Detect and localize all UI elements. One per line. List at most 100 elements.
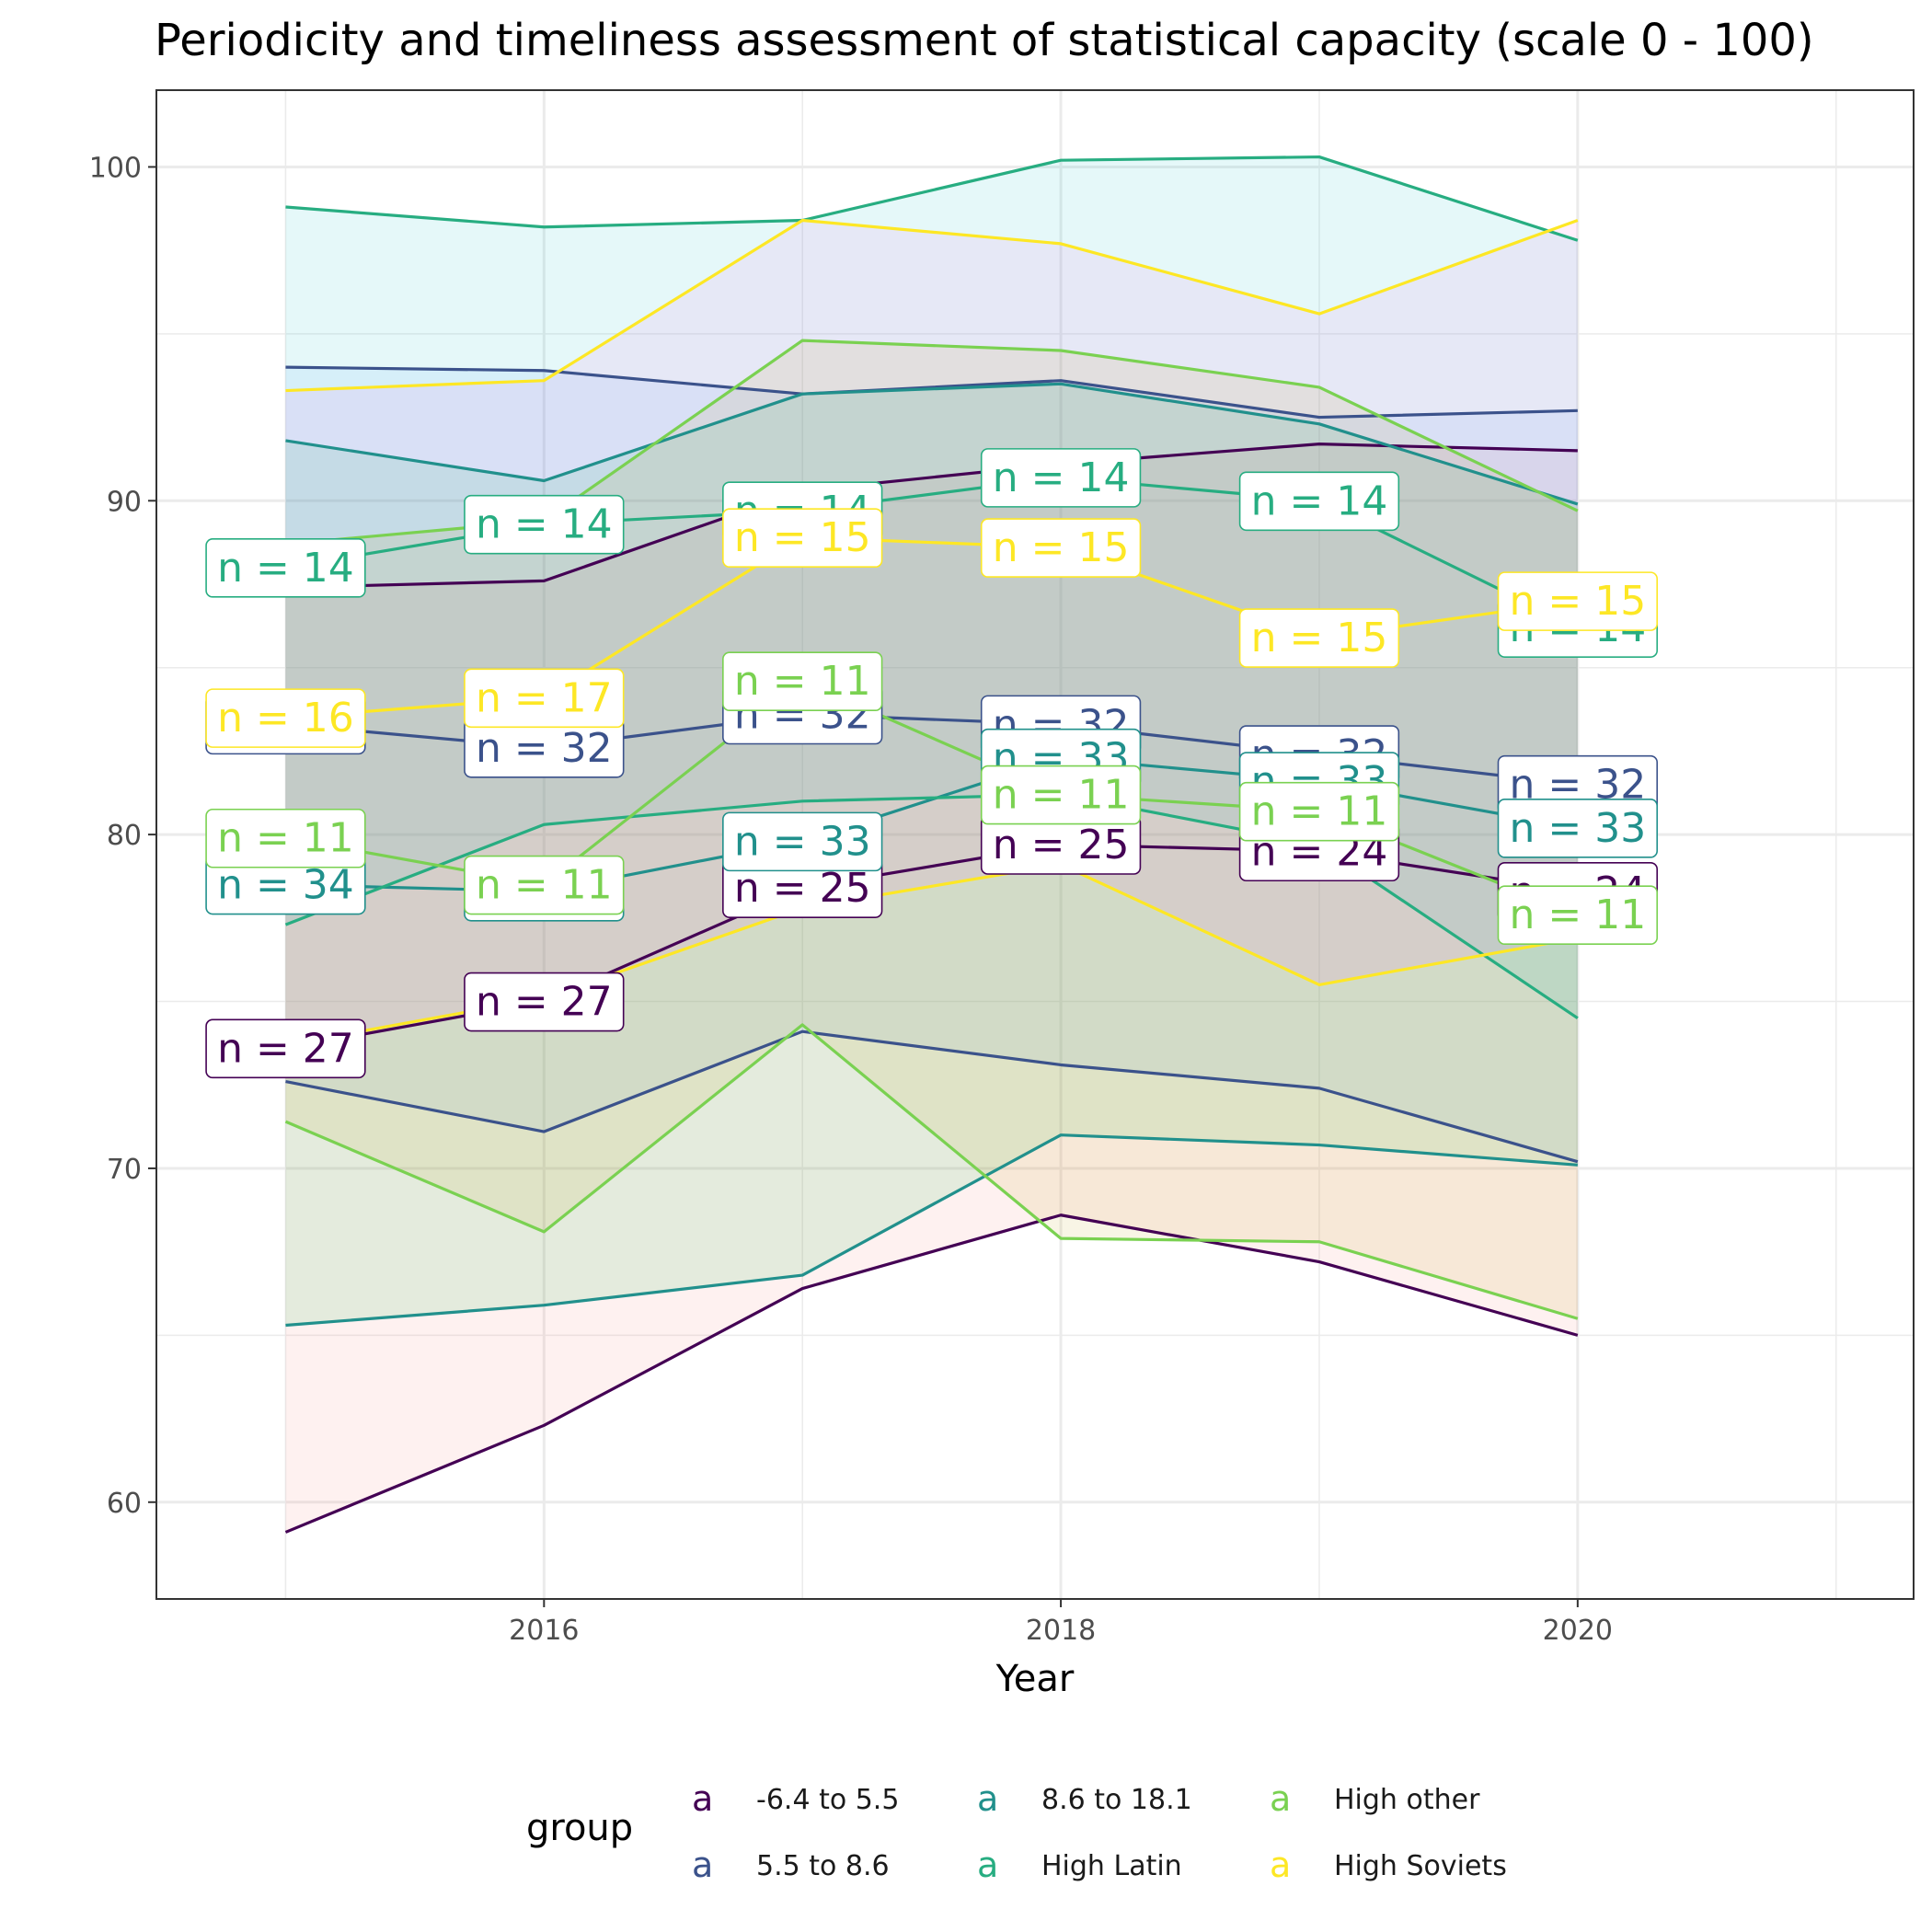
- n-label: n = 11: [1497, 885, 1659, 945]
- n-label: n = 15: [722, 508, 883, 568]
- series-line-upper: [285, 365, 1578, 420]
- n-label-text: n = 11: [1509, 891, 1646, 938]
- n-labels: n = 27n = 27n = 25n = 25n = 24n = 24n = …: [205, 448, 1659, 1079]
- legend-item: a High other: [1270, 1778, 1480, 1819]
- legend-item: a High Soviets: [1270, 1845, 1507, 1885]
- n-label-text: n = 14: [476, 501, 613, 548]
- n-label-text: n = 17: [476, 674, 613, 721]
- n-label: n = 15: [1238, 608, 1400, 668]
- series-line-upper: [285, 155, 1579, 242]
- n-label: n = 15: [1497, 571, 1659, 631]
- n-label-box: [205, 688, 366, 748]
- n-label-text: n = 32: [476, 725, 613, 772]
- n-label-box: [205, 538, 366, 598]
- n-label-box: [722, 811, 883, 872]
- n-label: n = 27: [205, 1018, 366, 1079]
- n-label-box: [1238, 608, 1400, 668]
- n-label: n = 14: [464, 494, 625, 555]
- legend-key: a: [977, 1845, 998, 1885]
- n-label: n = 11: [464, 855, 625, 915]
- legend-key: a: [692, 1845, 713, 1885]
- n-label: n = 14: [205, 538, 366, 598]
- n-label-text: n = 14: [993, 454, 1130, 501]
- n-label: n = 25: [980, 815, 1142, 875]
- x-axis-title: Year: [995, 1658, 1075, 1700]
- n-label: n = 34: [205, 855, 366, 915]
- legend-label: 8.6 to 18.1: [1041, 1784, 1192, 1816]
- series-line-upper: [285, 443, 1578, 590]
- legend-key: a: [1270, 1778, 1291, 1819]
- n-label-box: [464, 855, 625, 915]
- series-line-lower: [284, 1023, 1579, 1320]
- series-line-upper: [285, 218, 1579, 393]
- n-label: n = 14: [980, 448, 1142, 508]
- n-label-box: [1497, 799, 1659, 858]
- n-label-text: n = 15: [1509, 578, 1646, 625]
- ribbon: [285, 340, 1578, 1319]
- legend-label: -6.4 to 5.5: [756, 1784, 899, 1816]
- n-label: n = 16: [205, 688, 366, 748]
- n-label: n = 11: [1238, 781, 1400, 842]
- n-label: n = 33: [722, 811, 883, 872]
- legend-item: a 8.6 to 18.1: [977, 1778, 1192, 1819]
- n-label: n = 15: [980, 518, 1142, 578]
- x-tick-label: 2018: [1026, 1615, 1096, 1647]
- n-label-box: [464, 972, 625, 1032]
- legend-title: group: [526, 1807, 633, 1849]
- y-tick-label: 100: [89, 152, 142, 184]
- n-label-text: n = 25: [734, 865, 871, 912]
- n-label: n = 25: [722, 858, 883, 918]
- n-label-text: n = 33: [734, 818, 871, 865]
- n-label-text: n = 27: [476, 979, 613, 1026]
- n-label: n = 33: [1497, 799, 1659, 858]
- n-label-box: [980, 518, 1142, 578]
- legend-item: a High Latin: [977, 1845, 1182, 1885]
- legend: group a -6.4 to 5.5 a 5.5 to 8.6 a 8.6 to 18.…: [526, 1778, 1507, 1885]
- n-label-text: n = 34: [217, 862, 354, 909]
- n-label-text: n = 11: [734, 658, 871, 705]
- n-label-box: [980, 448, 1142, 508]
- n-label: n = 27: [464, 972, 625, 1032]
- n-label: n = 32: [464, 718, 625, 778]
- panel-border: [155, 89, 1915, 1600]
- n-label-text: n = 25: [993, 822, 1130, 868]
- n-label-box: [1238, 471, 1400, 532]
- n-label-text: n = 11: [217, 815, 354, 862]
- legend-label: High other: [1334, 1784, 1480, 1816]
- series-line-lower: [285, 1029, 1579, 1164]
- n-label-box: [1497, 885, 1659, 945]
- legend-label: High Soviets: [1334, 1850, 1507, 1882]
- y-tick-label: 80: [107, 820, 142, 852]
- x-tick-label: 2020: [1543, 1615, 1613, 1647]
- legend-key: a: [692, 1778, 713, 1819]
- n-label-text: n = 15: [993, 524, 1130, 571]
- n-label-box: [1497, 571, 1659, 631]
- n-label: n = 11: [980, 765, 1142, 825]
- axes: 60 70 80 90 100 2016 2018 2020: [89, 152, 1613, 1647]
- series-line-upper: [285, 382, 1579, 506]
- legend-label: High Latin: [1041, 1850, 1182, 1882]
- legend-item: a -6.4 to 5.5: [692, 1778, 899, 1819]
- n-label-text: n = 33: [1509, 805, 1646, 852]
- n-label-text: n = 15: [734, 514, 871, 561]
- n-label-box: [722, 651, 883, 712]
- n-label-box: [980, 765, 1142, 825]
- n-label-box: [1238, 781, 1400, 842]
- n-label-text: n = 11: [1251, 788, 1388, 835]
- chart-title: Periodicity and timeliness assessment of…: [155, 15, 1814, 66]
- ribbon: [285, 367, 1578, 1162]
- n-label: n = 17: [464, 668, 625, 729]
- legend-label: 5.5 to 8.6: [756, 1850, 890, 1882]
- n-label-box: [205, 808, 366, 868]
- n-label-text: n = 15: [1251, 615, 1388, 661]
- legend-key: a: [977, 1778, 998, 1819]
- n-label-text: n = 11: [993, 772, 1130, 819]
- n-label-text: n = 14: [1251, 477, 1388, 524]
- n-label-box: [722, 508, 883, 568]
- n-label-box: [205, 1018, 366, 1079]
- x-tick-label: 2016: [509, 1615, 579, 1647]
- y-tick-label: 60: [107, 1488, 142, 1520]
- n-label-box: [464, 494, 625, 555]
- legend-key: a: [1270, 1845, 1291, 1885]
